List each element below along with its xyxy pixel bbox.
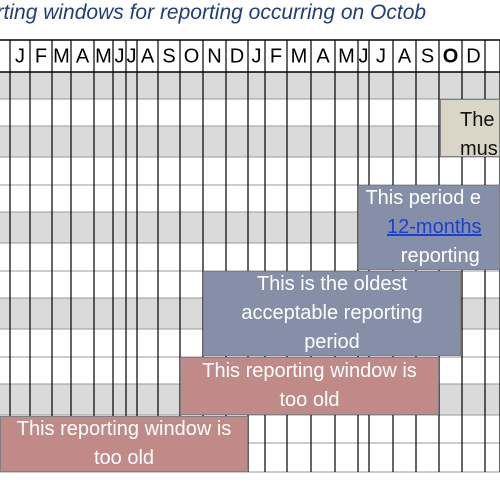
too-old-1-line-1: This reporting window is: [202, 360, 417, 382]
month-label-14: M: [291, 45, 308, 67]
month-label-8: S: [162, 45, 175, 67]
month-label-4: M: [95, 45, 112, 67]
too-old-1-line-2: too old: [279, 389, 340, 411]
oldest-acceptable-period-box: This is the oldest acceptable reporting …: [203, 271, 461, 356]
month-label-1: F: [35, 45, 47, 67]
month-label-2: M: [53, 45, 70, 67]
oldest-period-line-2: acceptable reporting: [241, 302, 423, 324]
month-label-0: J: [15, 45, 25, 67]
month-label-19: A: [398, 45, 412, 67]
month-label-6: J: [127, 45, 137, 67]
month-label-3: A: [76, 45, 90, 67]
month-label-9: O: [184, 45, 200, 67]
twelve-month-period-line-1: This period e: [365, 187, 482, 209]
month-label-10: N: [207, 45, 221, 67]
shaded-row: [0, 126, 500, 157]
twelve-month-period-line-3: reporting: [400, 245, 480, 267]
month-label-13: F: [270, 45, 282, 67]
diagram-title-text: n reporting windows for reporting occurr…: [0, 1, 427, 24]
month-label-11: D: [230, 45, 244, 67]
current-window-box: The mus: [440, 99, 500, 157]
current-window-line-1: The: [460, 109, 495, 131]
too-old-window-box-1: This reporting window is too old: [180, 357, 439, 415]
header-band: [0, 72, 500, 99]
month-label-5: J: [115, 45, 125, 67]
current-window-line-2: mus: [460, 138, 498, 157]
month-label-20: S: [421, 45, 434, 67]
month-label-17: J: [359, 45, 369, 67]
too-old-2-line-2: too old: [93, 447, 155, 469]
diagram-title: n reporting windows for reporting occurr…: [0, 0, 500, 40]
month-label-16: M: [338, 45, 355, 67]
month-label-21: O: [443, 45, 459, 67]
month-label-15: A: [316, 45, 330, 67]
oldest-period-line-3: period: [304, 331, 360, 353]
too-old-2-line-1: This reporting window is: [16, 418, 232, 440]
month-label-7: A: [141, 45, 155, 67]
twelve-months-link[interactable]: 12-months: [387, 216, 482, 238]
month-label-18: J: [376, 45, 386, 67]
oldest-period-line-1: This is the oldest: [256, 273, 408, 295]
month-label-12: J: [252, 45, 262, 67]
too-old-window-box-2: This reporting window is too old: [0, 416, 248, 472]
month-label-22: D: [466, 45, 480, 67]
twelve-month-period-box: This period e 12-months reporting: [358, 185, 500, 270]
